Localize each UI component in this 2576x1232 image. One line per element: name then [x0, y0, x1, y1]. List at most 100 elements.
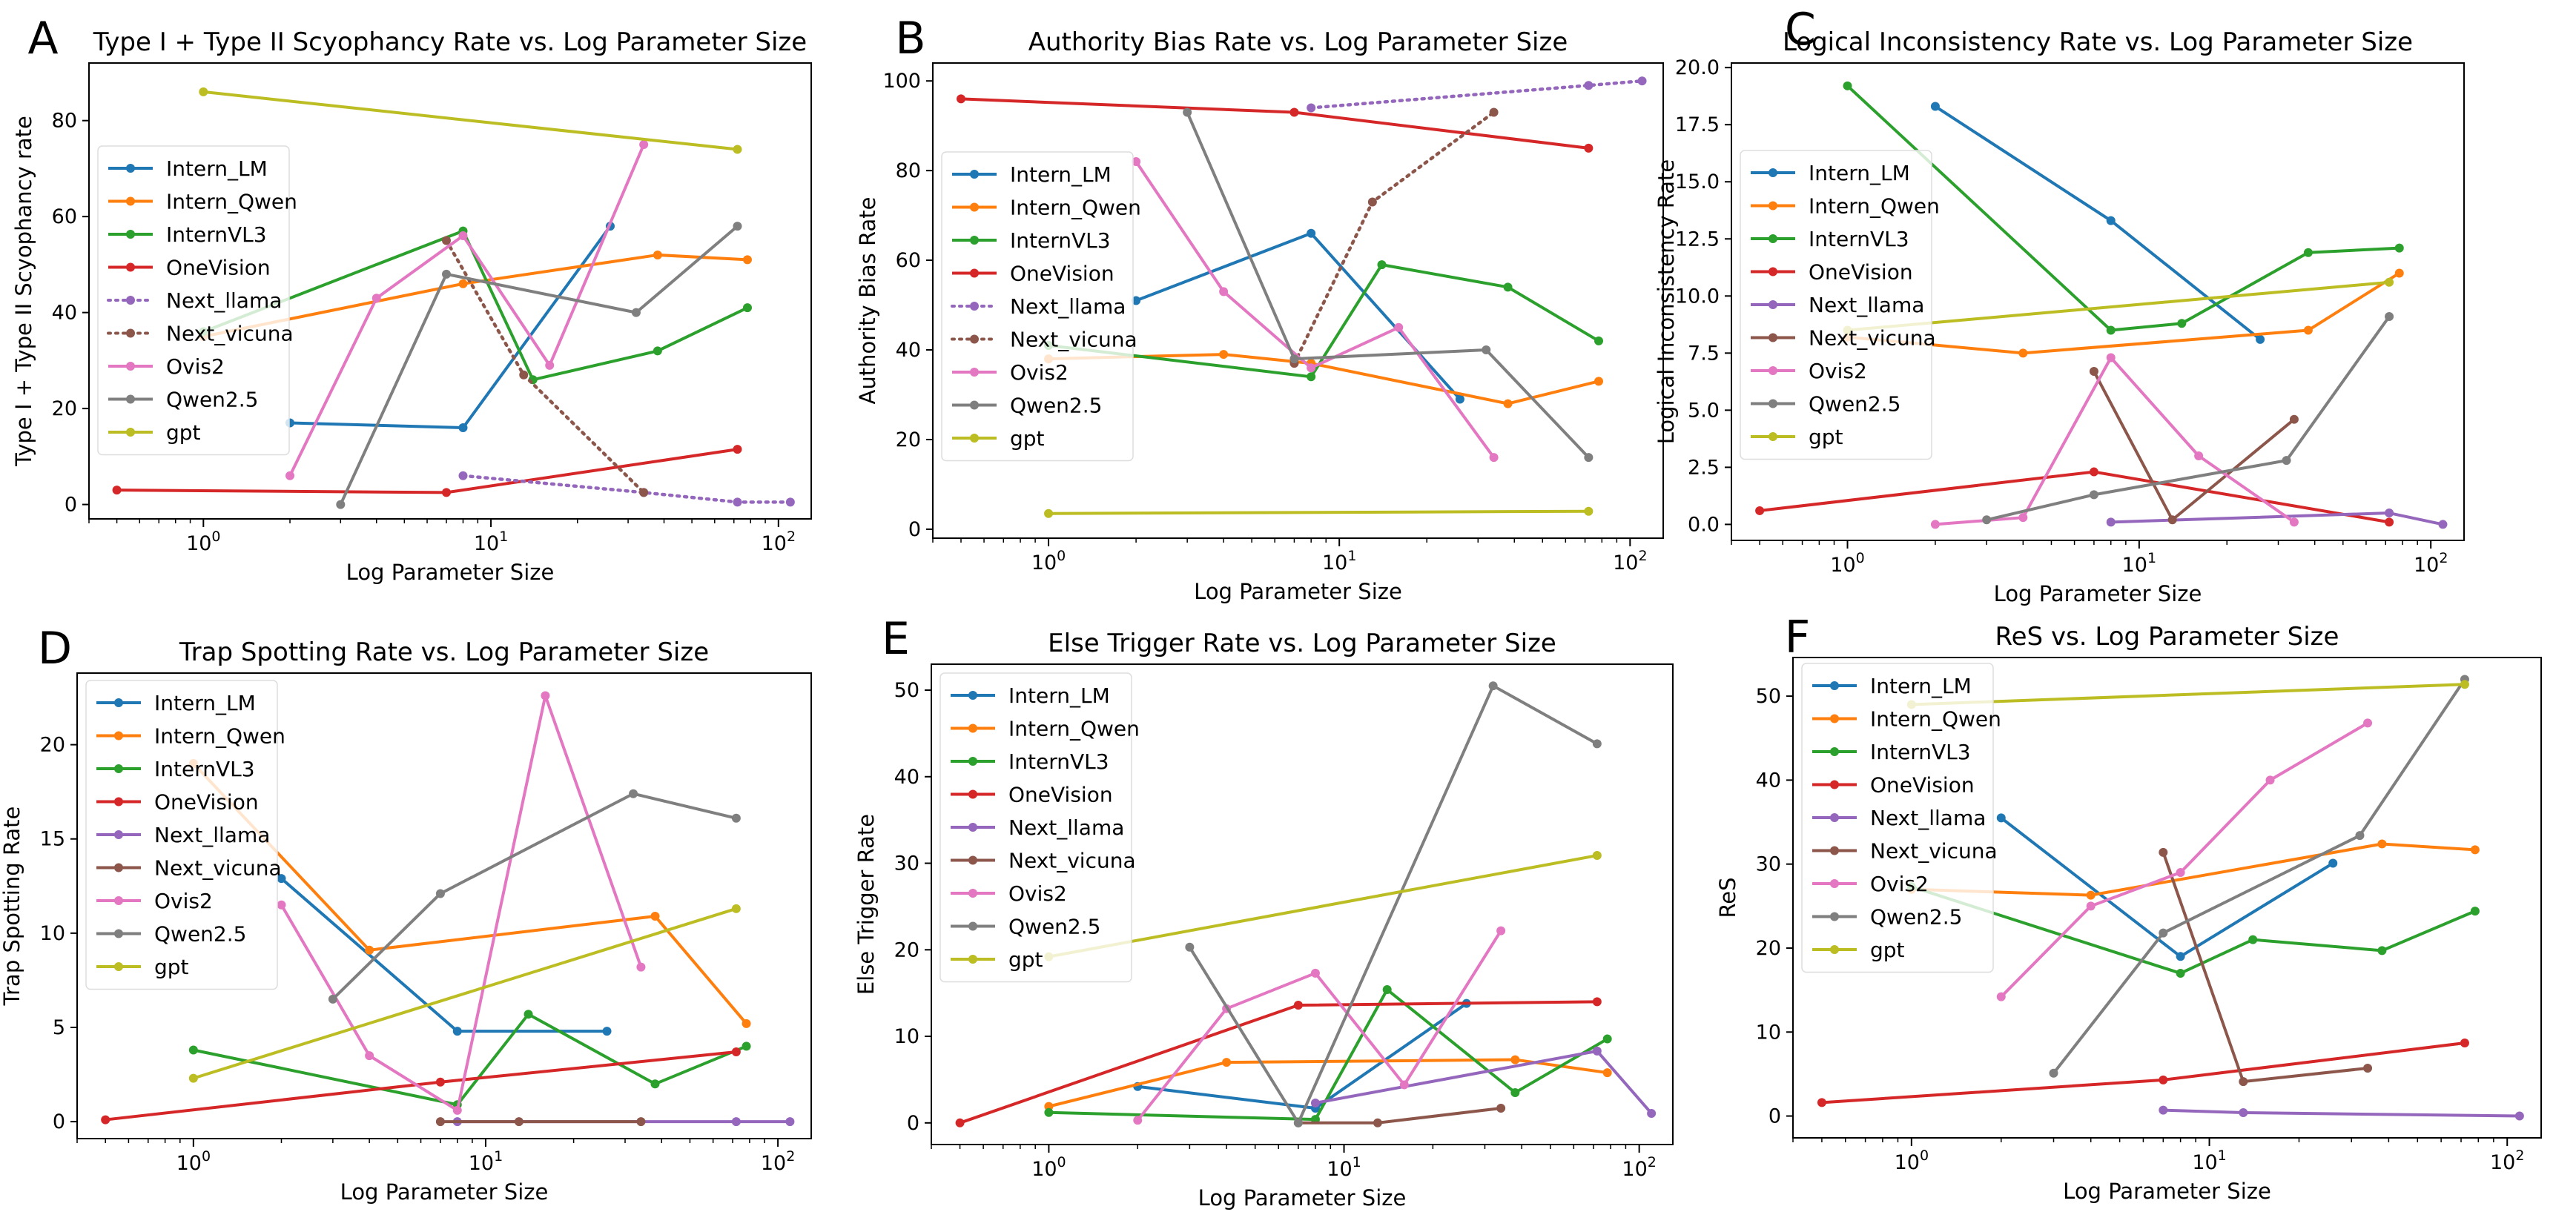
data-point [2176, 968, 2185, 978]
data-point [1996, 992, 2006, 1001]
data-point [1510, 1055, 1520, 1064]
series-line [1847, 271, 2400, 355]
legend-label: Intern_LM [1870, 674, 1972, 698]
data-point [2106, 216, 2116, 225]
data-point [1755, 506, 1765, 515]
data-point [2303, 325, 2313, 335]
data-point [1843, 81, 1852, 90]
legend-marker [968, 889, 977, 898]
data-point [631, 308, 641, 317]
data-point [541, 691, 550, 701]
legend-marker [1830, 813, 1839, 822]
legend-entry: Intern_Qwen [1751, 194, 1940, 219]
data-point [2049, 1068, 2058, 1078]
data-point [2394, 268, 2404, 278]
legend-label: Next_llama [1010, 294, 1126, 319]
legend-label: Next_llama [1809, 293, 1924, 317]
legend-label: Next_vicuna [166, 322, 294, 346]
legend-label: gpt [1008, 947, 1043, 972]
data-point [742, 1041, 751, 1051]
legend-entry: Next_vicuna [96, 856, 282, 881]
legend-marker [1768, 399, 1777, 408]
series-intern-lm [1996, 813, 2338, 961]
data-point [650, 911, 660, 921]
series-qwen2-5 [1982, 312, 2394, 525]
x-tick-label: 101 [474, 529, 508, 555]
legend-label: Qwen2.5 [1008, 915, 1100, 939]
data-point [1592, 739, 1602, 749]
data-point [733, 497, 742, 507]
panel-letter: E [882, 613, 910, 665]
series-line [289, 225, 612, 429]
legend-label: Next_vicuna [1809, 326, 1936, 351]
data-point [1310, 968, 1320, 978]
data-point [452, 1105, 462, 1115]
data-point [2265, 775, 2275, 785]
data-point [1489, 453, 1499, 463]
data-point [2086, 890, 2096, 900]
data-point [1307, 228, 1316, 238]
legend-entry: gpt [952, 426, 1045, 451]
legend-label: InternVL3 [154, 757, 255, 781]
x-tick-label: 102 [761, 1148, 795, 1175]
y-tick-label: 50 [894, 679, 919, 702]
legend-label: Next_llama [154, 823, 270, 847]
legend-marker [1768, 168, 1777, 177]
y-axis-label: Authority Bias Rate [855, 197, 880, 405]
data-point [1133, 1116, 1143, 1125]
x-axis-label: Log Parameter Size [1198, 1185, 1407, 1211]
series-line [1759, 470, 2390, 524]
chart-panel-b: B Authority Bias Rate vs. Log Parameter S… [855, 13, 1664, 604]
legend-label: gpt [1870, 938, 1905, 962]
data-point [1132, 296, 1141, 305]
legend-marker [126, 428, 135, 437]
series-next-llama [1307, 76, 1647, 113]
y-tick-label: 40 [896, 339, 921, 362]
legend-marker [968, 723, 977, 733]
data-point [733, 145, 742, 154]
legend-box [1740, 150, 1932, 460]
series-next-vicuna [2159, 847, 2373, 1087]
series-ovis2 [285, 140, 649, 480]
y-tick-label: 60 [52, 205, 77, 228]
y-tick-label: 20 [894, 938, 919, 961]
legend-entry: Next_vicuna [1812, 839, 1998, 864]
series-line [203, 90, 738, 151]
panel-letter: A [27, 13, 58, 64]
legend-label: OneVision [1809, 260, 1913, 285]
legend-entry: OneVision [108, 256, 271, 280]
y-tick-label: 10 [894, 1025, 919, 1048]
data-point [2385, 277, 2394, 287]
y-tick-label: 20 [1756, 937, 1781, 960]
data-point [2303, 248, 2313, 257]
legend-entry: Next_llama [951, 815, 1124, 840]
legend-marker [968, 757, 977, 766]
data-point [2239, 1077, 2248, 1087]
legend-label: Intern_Qwen [1010, 196, 1141, 220]
legend-marker [968, 823, 977, 832]
x-tick-label: 101 [2192, 1147, 2226, 1174]
series-ovis2 [1996, 718, 2373, 1001]
data-point [1399, 1080, 1409, 1090]
plot-frame [76, 672, 812, 1139]
chart-panel-f: F ReS vs. Log Parameter Size Log Parameter… [1715, 612, 2542, 1204]
data-point [2089, 366, 2098, 376]
y-axis-label: Trap Spotting Rate [0, 807, 24, 1007]
series-onevision [1755, 467, 2394, 527]
legend-label: gpt [154, 955, 189, 979]
data-point [452, 1027, 462, 1036]
legend-marker [1830, 846, 1839, 855]
legend-entry: Qwen2.5 [96, 922, 246, 947]
series-gpt [199, 87, 742, 154]
legend-entry: InternVL3 [1812, 740, 1971, 764]
data-point [2377, 839, 2387, 849]
series-next-vicuna [441, 236, 649, 497]
legend-entry: OneVision [951, 783, 1113, 807]
legend-marker [1830, 780, 1839, 789]
legend-marker [968, 921, 977, 931]
legend-label: gpt [1809, 425, 1843, 449]
legend-marker [1768, 300, 1777, 309]
legend-marker [970, 202, 979, 212]
chart-title: ReS vs. Log Parameter Size [1995, 622, 2339, 652]
